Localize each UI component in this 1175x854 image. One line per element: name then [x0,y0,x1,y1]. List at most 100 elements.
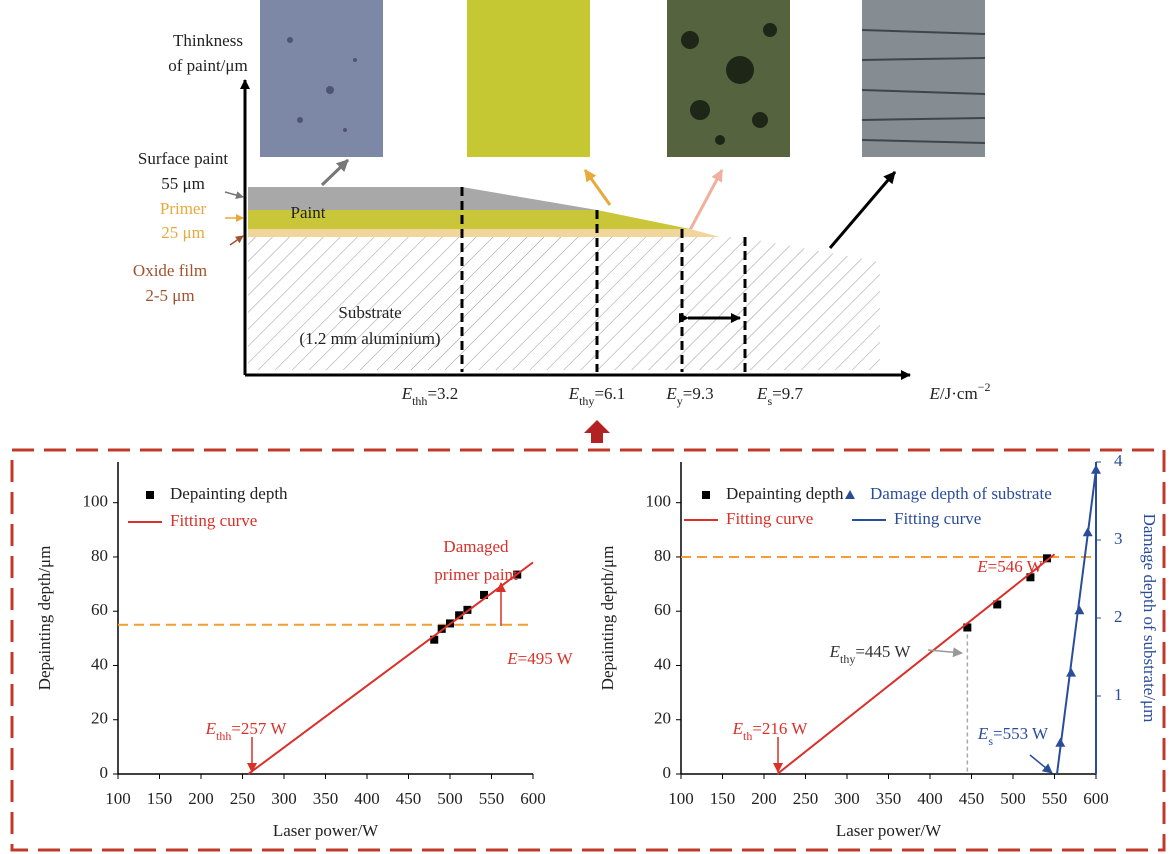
x-tick-label: 550 [479,789,505,808]
x-tick-label: 200 [188,789,214,808]
y2-tick-label: 2 [1114,607,1123,626]
x-tick-label: 300 [834,789,860,808]
annotation: Ethh=257 W [205,719,288,743]
x-tick-label: 600 [520,789,546,808]
annotation: Eth=216 W [732,719,809,743]
x-label: Ethy=6.1 [568,384,626,408]
x-tick-label: 450 [959,789,985,808]
annotation-part: =553 W [993,724,1049,743]
legend-marker [146,491,154,499]
micrograph [260,0,383,157]
x-axis-label-part: E [929,384,941,403]
annotation-part: E [506,649,518,668]
x-tick-label: 100 [105,789,131,808]
y-tick-label: 20 [654,709,671,728]
annotation-part: thy [840,652,855,666]
substrate-label: Substrate [338,303,401,322]
layer-thickness: 55 μm [161,174,205,193]
y-tick-label: 80 [91,546,108,565]
x-label-part: =3.2 [427,384,458,403]
legend-label: Damage depth of substrate [870,484,1052,503]
legend-label: Fitting curve [894,509,981,528]
x-axis-label: Laser power/W [273,821,379,840]
x-tick-label: 150 [710,789,736,808]
x-label: Ey=9.3 [665,384,713,408]
x-label-part: thh [412,394,427,408]
y-tick-label: 0 [100,763,109,782]
y-axis-label: Depainting depth/μm [598,546,617,691]
legend-label: Fitting curve [170,511,257,530]
annotation: primer paint [434,565,518,584]
y-tick-label: 0 [663,763,672,782]
x-tick-label: 150 [147,789,173,808]
x-tick-label: 300 [271,789,297,808]
x-tick-label: 350 [313,789,339,808]
legend-marker [702,491,710,499]
x-tick-label: 250 [793,789,819,808]
y-tick-label: 80 [654,546,671,565]
red-arrow [584,420,610,443]
x-label-part: E [568,384,580,403]
legend-label: Fitting curve [726,509,813,528]
y-tick-label: 20 [91,709,108,728]
x-label-part: E [756,384,768,403]
x-label-part: thy [579,394,594,408]
x-tick-label: 500 [1000,789,1026,808]
layer-name: Primer [160,199,207,218]
annotation: Damaged [443,537,509,556]
y2-axis-label: Damage depth of substrate/μm [1140,514,1159,723]
x-tick-label: 400 [917,789,943,808]
oxide-layer [248,229,720,237]
legend-label: Depainting depth [726,484,844,503]
annotation: E=495 W [506,649,573,668]
x-tick-label: 450 [396,789,422,808]
x-label-part: =9.3 [683,384,714,403]
y2-tick-label: 3 [1114,529,1123,548]
x-label-part: E [665,384,677,403]
annotation: Ethy=445 W [829,642,912,666]
fit-line [248,562,533,774]
layer-name: Surface paint [138,149,228,168]
annotation-part: =216 W [752,719,808,738]
annotation: Es=553 W [977,724,1049,748]
fit-line [1057,470,1096,774]
annotation-part: E [976,557,988,576]
micrograph [467,0,590,157]
x-label-part: =9.7 [772,384,803,403]
annotation-part: =257 W [231,719,287,738]
annotation-part: thh [216,729,231,743]
x-label-part: =6.1 [594,384,625,403]
legend-label: Depainting depth [170,484,288,503]
x-tick-label: 100 [668,789,694,808]
annotation-arrow [1030,755,1052,773]
y2-tick-label: 4 [1114,451,1123,470]
x-axis-label: E/J·cm−2 [929,380,991,403]
figure: Thinkness of paint/μm Surface paint 55 μ… [0,0,1175,854]
x-tick-label: 400 [354,789,380,808]
y-tick-label: 100 [646,492,672,511]
y-tick-label: 60 [91,600,108,619]
layer-thickness: 25 μm [161,223,205,242]
annotation-part: E [829,642,841,661]
x-label: Es=9.7 [756,384,803,408]
y-tick-label: 40 [654,654,671,673]
y-tick-label: 100 [83,492,109,511]
annotation-part: Damaged [443,537,509,556]
annotation-part: =495 W [518,649,574,668]
annotation-part: E [205,719,217,738]
layer-pointers [225,192,243,245]
x-tick-label: 200 [751,789,777,808]
x-tick-label: 250 [230,789,256,808]
x-label-part: E [401,384,413,403]
layer-thickness: 2-5 μm [145,286,194,305]
layer-name: Oxide film [133,261,207,280]
paint-label: Paint [291,203,326,222]
micrograph [862,0,985,157]
annotation-part: E [977,724,989,743]
annotation-part: =546 W [988,557,1044,576]
x-axis-label-part: −2 [978,380,991,394]
y-axis-label: of paint/μm [168,56,247,75]
annotation-part: E [732,719,744,738]
x-tick-label: 500 [437,789,463,808]
x-tick-label: 350 [876,789,902,808]
